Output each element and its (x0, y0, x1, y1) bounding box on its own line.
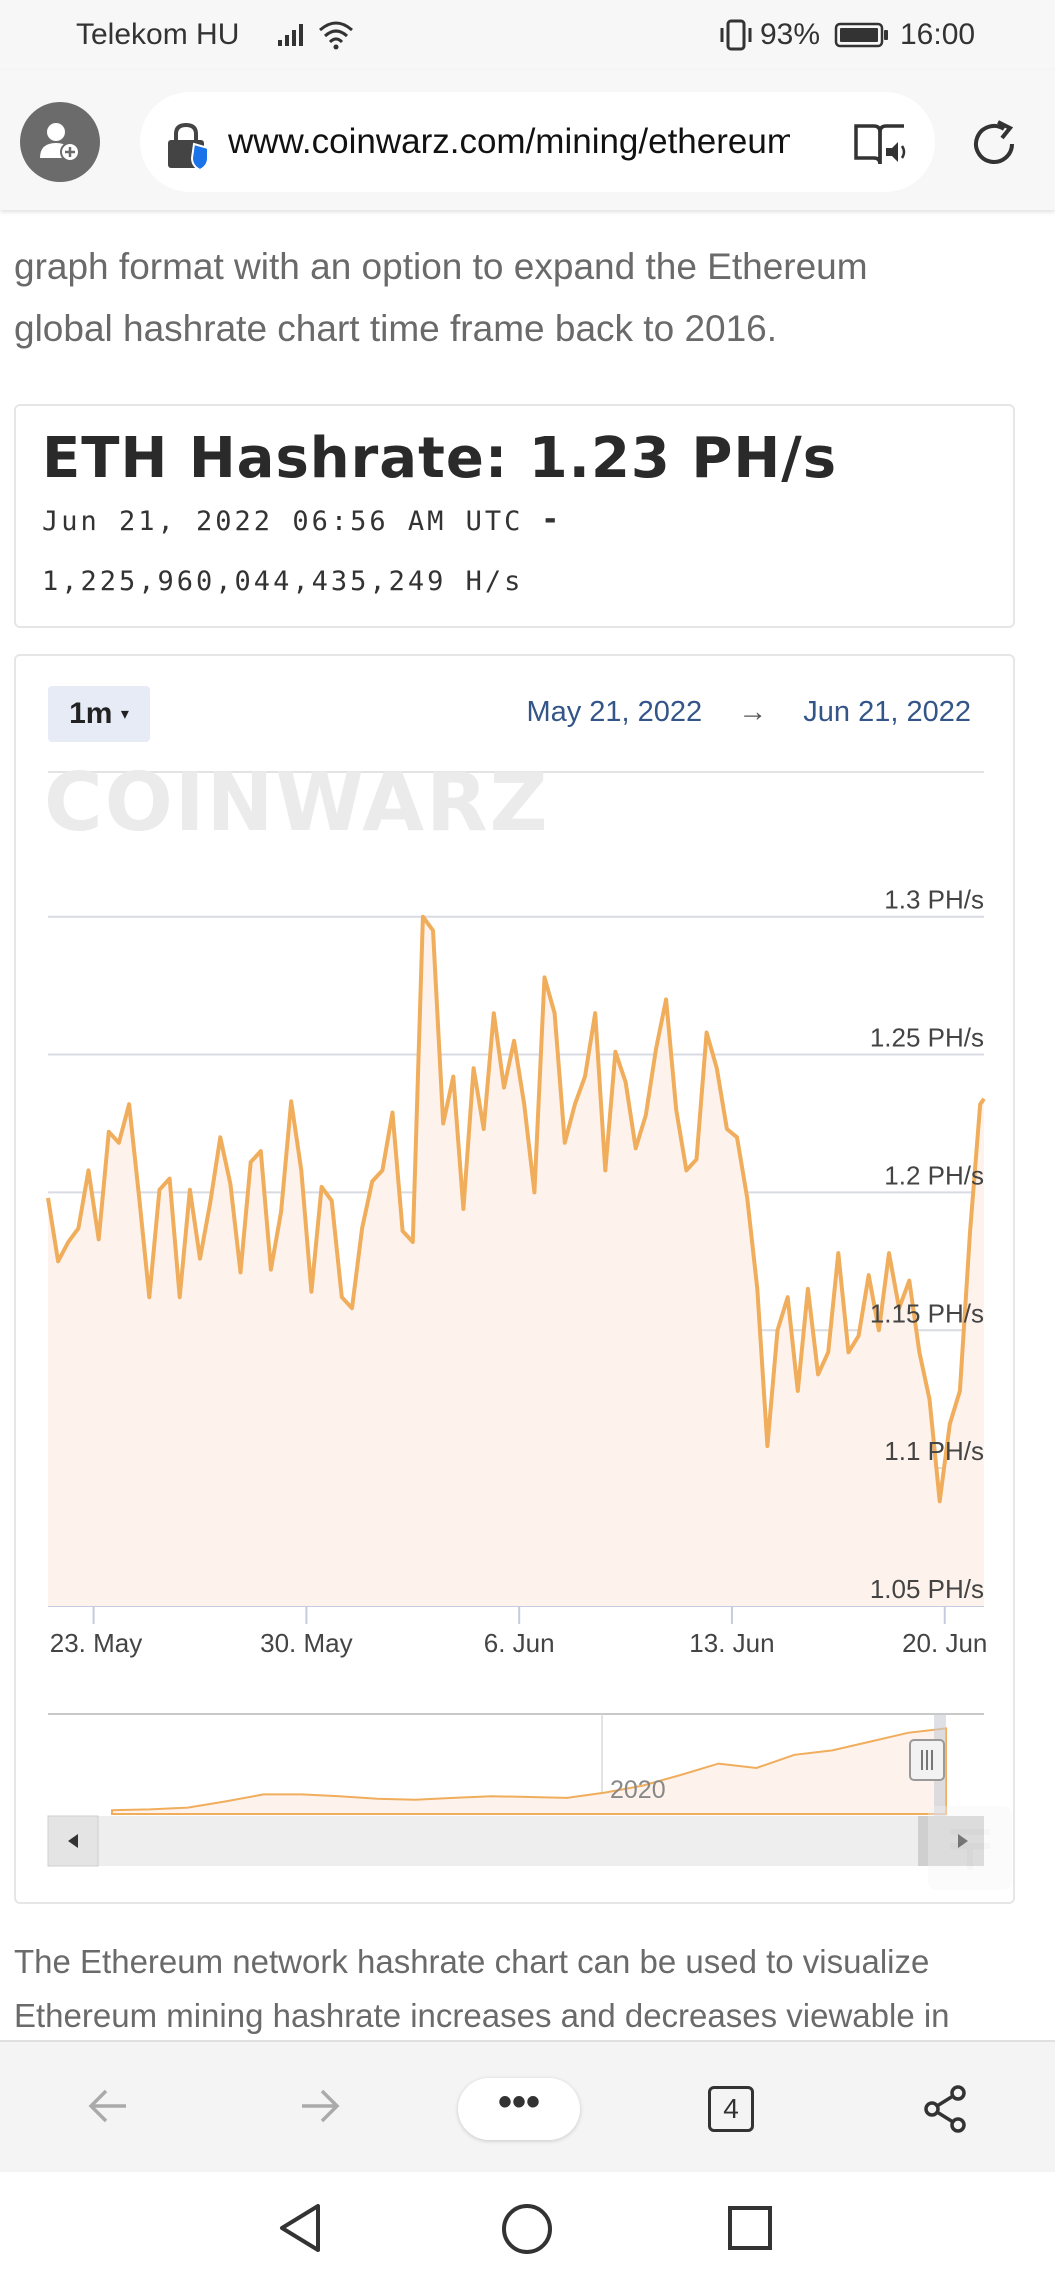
arrow-right-icon (958, 1834, 968, 1848)
scrollbar-thumb[interactable] (918, 1816, 984, 1866)
hashrate-chart: COINWARZ 1.3 PH/s 1.25 PH/s 1.2 PH/s 1.15 P… (44, 756, 1012, 1890)
wifi-icon (319, 21, 353, 50)
hashrate-dash: - (544, 502, 557, 537)
back-arrow-icon[interactable] (86, 2086, 130, 2126)
forward-arrow-icon[interactable] (298, 2086, 342, 2126)
date-to[interactable]: Jun 21, 2022 (803, 696, 971, 728)
range-selected: 1m (69, 697, 113, 730)
coinwarz-watermark: COINWARZ (44, 756, 550, 849)
y-tick-label: 1.05 PH/s (870, 1574, 984, 1604)
address-bar[interactable]: www.coinwarz.com/mining/ethereum (140, 92, 935, 192)
status-time: 16:00 (900, 18, 976, 51)
carrier-name: Telekom HU (76, 18, 240, 51)
hashrate-chart-card: COINWARZ 1.3 PH/s 1.25 PH/s 1.2 PH/s 1.15 P… (14, 654, 1015, 1904)
y-tick-label: 1.15 PH/s (870, 1298, 984, 1328)
nav-back-icon[interactable] (276, 2202, 324, 2254)
share-icon[interactable] (922, 2084, 970, 2134)
user-add-icon (40, 123, 80, 162)
tabs-count-button[interactable]: 4 (708, 2086, 754, 2132)
outro-paragraph: The Ethereum network hashrate chart can … (14, 1935, 1014, 2043)
hashrate-timestamp: Jun 21, 2022 06:56 AM UTC (42, 506, 524, 537)
hashrate-card: ETH Hashrate: 1.23 PH/s Jun 21, 2022 06:… (14, 404, 1015, 628)
battery-percent: 93% (760, 18, 821, 51)
url-text: www.coinwarz.com/mining/ethereum (228, 122, 790, 161)
x-tick-label: 6. Jun (484, 1628, 555, 1658)
vibrate-icon (720, 19, 752, 51)
navigator-series (111, 1727, 947, 1815)
intro-line-cut: Ethereum hashrate increases and decrease… (14, 210, 789, 218)
reload-icon[interactable] (968, 118, 1020, 170)
system-nav-bar (0, 2172, 1055, 2286)
x-tick-label: 23. May (50, 1628, 143, 1658)
y-axis-labels: 1.3 PH/s 1.25 PH/s 1.2 PH/s 1.15 PH/s 1.1 PH… (870, 885, 984, 1604)
profile-avatar[interactable] (20, 102, 100, 182)
outro-line: Ethereum mining hashrate increases and d… (14, 1997, 950, 2034)
date-from[interactable]: May 21, 2022 (526, 696, 703, 728)
y-tick-label: 1.25 PH/s (870, 1023, 984, 1053)
range-navigator[interactable]: 2020 (47, 1713, 984, 1867)
y-tick-label: 1.2 PH/s (884, 1160, 984, 1190)
y-tick-label: 1.1 PH/s (884, 1436, 984, 1466)
outro-line: The Ethereum network hashrate chart can … (14, 1943, 930, 1980)
series-line (46, 914, 986, 1504)
more-menu-button[interactable]: ••• (458, 2078, 580, 2140)
chart-export-icon[interactable] (928, 1806, 1012, 1890)
intro-line: graph format with an option to expand th… (14, 246, 868, 287)
chevron-down-icon: ▾ (120, 706, 129, 724)
nav-recents-icon[interactable] (726, 2204, 774, 2252)
x-tick-label: 13. Jun (689, 1628, 774, 1658)
navigator-scrollbar[interactable] (48, 1816, 984, 1866)
browser-toolbar: www.coinwarz.com/mining/ethereum (0, 70, 1055, 210)
hashrate-raw-value: 1,225,960,044,435,249 H/s (42, 566, 524, 597)
arrow-left-icon (68, 1834, 78, 1848)
x-tick-label: 20. Jun (902, 1628, 987, 1658)
date-range: May 21, 2022 → Jun 21, 2022 (526, 696, 971, 729)
hashrate-title: ETH Hashrate: 1.23 PH/s (42, 426, 838, 491)
nav-home-icon[interactable] (500, 2202, 554, 2256)
series-area-fill (48, 916, 984, 1607)
range-dropdown[interactable]: 1m ▾ (48, 686, 150, 742)
y-tick-label: 1.3 PH/s (884, 885, 984, 915)
battery-icon (834, 22, 888, 48)
status-bar: Telekom HU 93% 16:00 (0, 0, 1055, 70)
arrow-right-icon: → (738, 696, 768, 728)
intro-paragraph: graph format with an option to expand th… (14, 236, 1014, 360)
x-axis-labels: 23. May 30. May 6. Jun 13. Jun 20. Jun (50, 1606, 987, 1658)
browser-bottom-toolbar: ••• 4 (0, 2040, 1055, 2172)
reader-mode-icon[interactable] (852, 120, 908, 168)
navigator-year-label: 2020 (610, 1776, 666, 1804)
intro-line: global hashrate chart time frame back to… (14, 308, 778, 349)
signal-icon (278, 24, 303, 46)
lock-shield-icon (168, 122, 209, 172)
x-tick-label: 30. May (260, 1628, 353, 1658)
chart-area (46, 914, 986, 1607)
